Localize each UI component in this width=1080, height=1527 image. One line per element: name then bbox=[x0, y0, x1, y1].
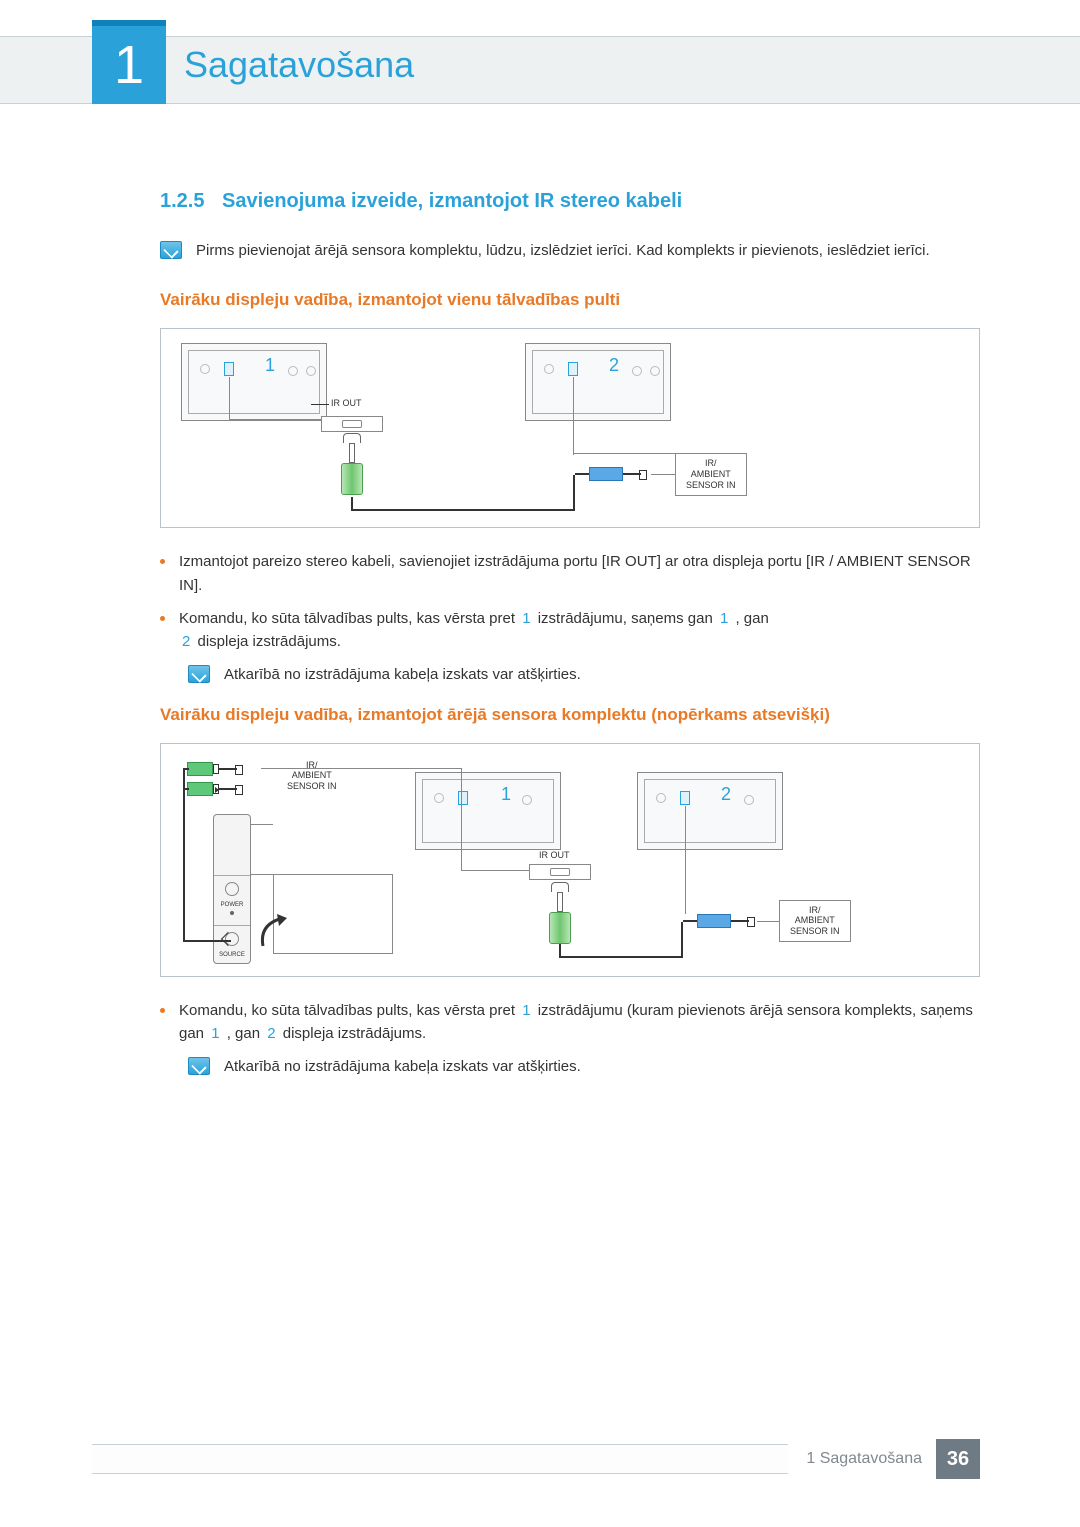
display-2 bbox=[525, 343, 671, 421]
badge-2: 2 bbox=[609, 355, 619, 376]
badge-2b: 2 bbox=[721, 784, 731, 805]
zoom-port-1 bbox=[321, 416, 383, 432]
zoom-port-2 bbox=[529, 864, 591, 880]
bullet-dot bbox=[160, 1008, 165, 1013]
page-number: 36 bbox=[936, 1439, 980, 1479]
section-heading: 1.2.5 Savienojuma izveide, izmantojot IR… bbox=[160, 190, 980, 213]
label-irout: IR OUT bbox=[331, 398, 362, 409]
chapter-title: Sagatavošana bbox=[184, 44, 414, 86]
inner-note-1: Atkarībā no izstrādājuma kabeļa izskats … bbox=[188, 663, 980, 686]
subheading-2: Vairāku displeju vadība, izmantojot ārēj… bbox=[160, 705, 980, 725]
label-sensor-2: IR/ AMBIENT SENSOR IN bbox=[779, 900, 851, 942]
plug-vertical bbox=[343, 433, 361, 495]
note-icon bbox=[188, 665, 210, 683]
label-irout-2: IR OUT bbox=[539, 850, 570, 861]
section-number: 1.2.5 bbox=[160, 190, 204, 212]
badge-1b: 1 bbox=[501, 784, 511, 805]
inner-note-text-2: Atkarībā no izstrādājuma kabeļa izskats … bbox=[224, 1055, 581, 1078]
chapter-number-box: 1 bbox=[92, 20, 166, 104]
display-1 bbox=[181, 343, 327, 421]
badge-1: 1 bbox=[265, 355, 275, 376]
display-2b bbox=[637, 772, 783, 850]
note-icon bbox=[160, 241, 182, 259]
bullet-list-2: Komandu, ko sūta tālvadības pults, kas v… bbox=[160, 999, 980, 1046]
plug-green-2 bbox=[187, 782, 237, 796]
bullet-1b: Komandu, ko sūta tālvadības pults, kas v… bbox=[179, 607, 769, 654]
plug-green-1 bbox=[187, 762, 237, 776]
content-area: 1.2.5 Savienojuma izveide, izmantojot IR… bbox=[160, 190, 980, 1096]
note-icon bbox=[188, 1057, 210, 1075]
inner-note-text-1: Atkarībā no izstrādājuma kabeļa izskats … bbox=[224, 663, 581, 686]
bullet-dot bbox=[160, 559, 165, 564]
arrow-icon bbox=[257, 912, 297, 952]
inner-note-2: Atkarībā no izstrādājuma kabeļa izskats … bbox=[188, 1055, 980, 1078]
label-sensor-left: IR/ AMBIENT SENSOR IN bbox=[287, 760, 337, 792]
plug-vertical-2 bbox=[551, 882, 569, 944]
bullet-2a: Komandu, ko sūta tālvadības pults, kas v… bbox=[179, 999, 980, 1046]
label-sensor-1: IR/ AMBIENT SENSOR IN bbox=[675, 453, 747, 495]
plug-blue-2 bbox=[683, 914, 749, 928]
section-title: Savienojuma izveide, izmantojot IR stere… bbox=[222, 190, 682, 212]
bullet-list-1: Izmantojot pareizo stereo kabeli, savien… bbox=[160, 550, 980, 653]
subheading-1: Vairāku displeju vadība, izmantojot vien… bbox=[160, 290, 980, 310]
bullet-1a: Izmantojot pareizo stereo kabeli, savien… bbox=[179, 550, 980, 597]
diagram-1: 1 2 IR OUT bbox=[160, 328, 980, 528]
plug-blue bbox=[575, 467, 641, 481]
note-block: Pirms pievienojat ārējā sensora komplekt… bbox=[160, 239, 980, 262]
note-text: Pirms pievienojat ārējā sensora komplekt… bbox=[196, 239, 930, 262]
diagram-2: IR/ AMBIENT SENSOR IN POWER SOURCE bbox=[160, 743, 980, 977]
display-1b bbox=[415, 772, 561, 850]
footer: 1 Sagatavošana 36 bbox=[92, 1439, 980, 1479]
bullet-dot bbox=[160, 616, 165, 621]
footer-label: 1 Sagatavošana bbox=[788, 1450, 936, 1468]
